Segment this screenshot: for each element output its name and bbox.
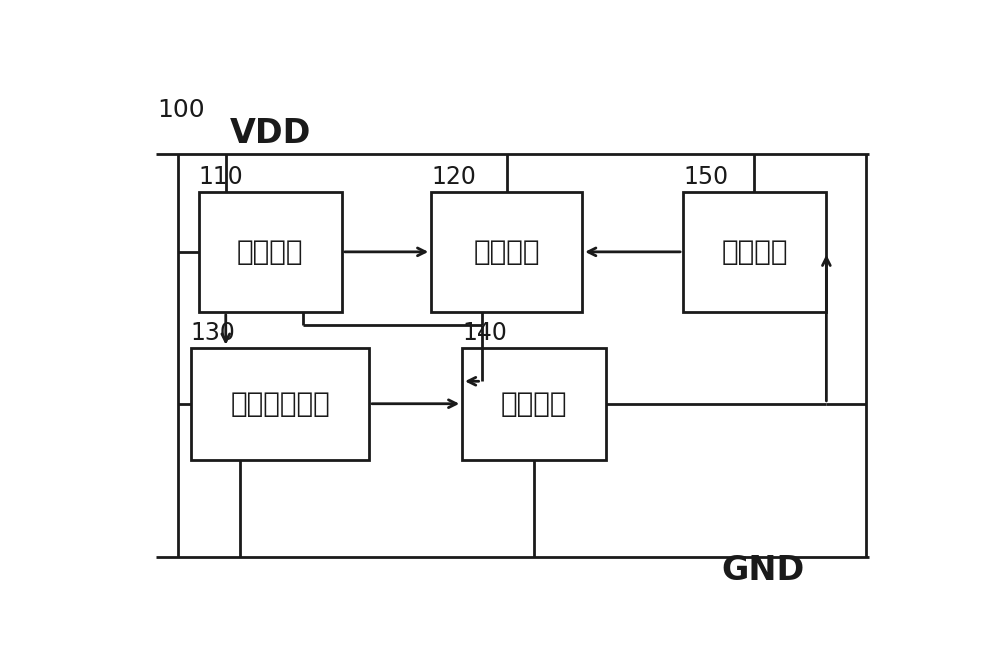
Text: 振荡模块: 振荡模块: [473, 238, 540, 266]
Bar: [431, 192, 582, 312]
Bar: [462, 347, 606, 460]
Text: 130: 130: [191, 321, 236, 345]
Bar: [199, 192, 342, 312]
Bar: [191, 347, 369, 460]
Text: 参考振荡模块: 参考振荡模块: [230, 390, 330, 418]
Text: VDD: VDD: [230, 117, 311, 150]
Bar: [683, 192, 826, 312]
Text: GND: GND: [722, 554, 805, 587]
Text: 120: 120: [431, 165, 476, 190]
Text: 110: 110: [199, 165, 243, 190]
Text: 整流模块: 整流模块: [501, 390, 567, 418]
Text: 100: 100: [158, 98, 205, 122]
Text: 140: 140: [462, 321, 507, 345]
Text: 偏置模块: 偏置模块: [237, 238, 304, 266]
Text: 偏置模块: 偏置模块: [721, 238, 788, 266]
Text: 150: 150: [683, 165, 728, 190]
